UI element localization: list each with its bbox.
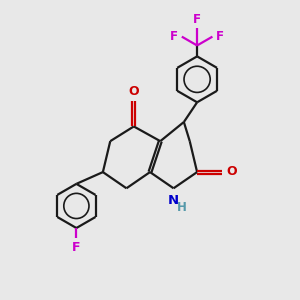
Text: N: N [167,194,178,207]
Text: F: F [72,241,81,254]
Text: H: H [177,201,187,214]
Text: F: F [170,30,178,43]
Text: F: F [216,30,224,43]
Text: O: O [128,85,139,98]
Text: O: O [226,165,237,178]
Text: F: F [193,13,201,26]
